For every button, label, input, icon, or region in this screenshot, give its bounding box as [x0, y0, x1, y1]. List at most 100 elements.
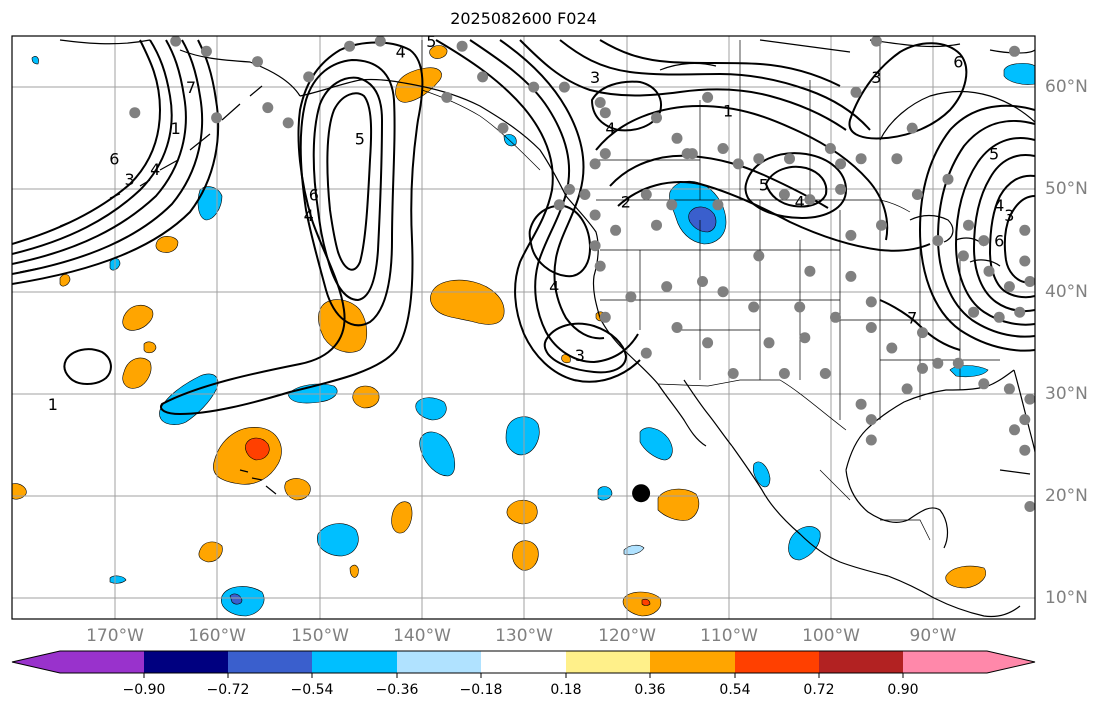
station-dot [671, 132, 683, 144]
shaded-region-pacific-red [245, 437, 270, 461]
station-dot [835, 158, 847, 170]
shaded-region-alaska-orange-2 [429, 45, 448, 59]
station-dot [528, 81, 540, 93]
contour-label: 1 [48, 395, 58, 414]
station-dot [753, 250, 765, 262]
shaded-region-idaho-darkblue [688, 206, 717, 233]
station-dot [727, 368, 739, 379]
station-dot [640, 347, 652, 359]
shaded-region-west-orange-edge [12, 483, 27, 500]
lat-label-10n: 10°N [1045, 588, 1088, 608]
border-mexico-states [819, 469, 931, 541]
station-dot [456, 40, 468, 52]
contour-label: 6 [994, 232, 1004, 251]
map-border [11, 35, 1036, 620]
station-dot [1019, 414, 1031, 426]
colorbar-tick-label: −0.72 [206, 682, 250, 698]
shaded-region-hudson-blue [1003, 63, 1035, 85]
contour-label: 7 [907, 308, 917, 327]
contour-line-west-band-2 [12, 39, 173, 255]
contour-label: 6 [109, 150, 119, 169]
contour-line-west-band-3 [12, 39, 187, 265]
border-alaska-canada [421, 40, 541, 171]
shaded-region-pacific-orange-8 [352, 385, 380, 409]
station-dot [993, 311, 1005, 323]
station-dot [717, 286, 729, 298]
shaded-region-mexico-orange [657, 488, 700, 521]
shaded-region-pacific-orange-12 [512, 540, 539, 571]
shaded-region-pacific-blue-5 [505, 416, 540, 456]
station-dot [589, 240, 601, 252]
contour-line-west-band-4 [12, 39, 204, 275]
contour-line-ridge-2 [469, 39, 639, 364]
station-dot [901, 383, 913, 395]
colorbar-segment [903, 651, 987, 673]
lon-label-90w: 90°W [909, 626, 957, 646]
contour-line-trough-3 [312, 76, 384, 302]
station-dot [850, 86, 862, 98]
station-dot [599, 148, 611, 160]
contour-line-closed-3 [543, 322, 628, 374]
contour-line-west-band-1 [12, 39, 162, 245]
shaded-region-pacific-orange-9 [391, 501, 413, 534]
colorbar-tick-label: −0.18 [459, 682, 503, 698]
station-dot [1009, 45, 1020, 57]
station-dot [865, 434, 877, 446]
station-dot [778, 189, 790, 200]
contour-line-rockies-1 [595, 104, 889, 241]
station-dot [1014, 306, 1026, 318]
contour-label: 4 [150, 160, 160, 179]
station-dot [211, 112, 223, 124]
station-dot [886, 342, 898, 354]
colorbar-extend-right [987, 651, 1035, 673]
station-dot [625, 291, 637, 303]
station-dot [594, 260, 606, 272]
contour-label: 4 [304, 206, 314, 225]
station-dot [799, 332, 811, 344]
station-dot [610, 224, 622, 236]
station-dot [651, 112, 662, 124]
station-dot [763, 337, 775, 349]
station-dot [697, 276, 708, 287]
station-dot [1003, 383, 1015, 395]
station-dot [932, 235, 944, 247]
colorbar-segment [228, 651, 312, 673]
shaded-region-pacific-orange-4 [122, 304, 154, 331]
colorbar-tick-label: 0.90 [887, 682, 919, 698]
contour-line-hudson-closed [848, 42, 968, 140]
contour-label: 2 [621, 193, 631, 212]
shaded-region-small-blue-6 [31, 56, 39, 65]
shaded-region-small-blue-7 [503, 134, 517, 147]
station-dot [824, 143, 836, 154]
shaded-region-pacific-orange-5 [122, 357, 152, 389]
station-dot [911, 189, 923, 200]
station-dot [957, 250, 969, 262]
station-dot [252, 56, 263, 68]
colorbar-tick-label: 0.72 [803, 682, 835, 698]
coastline-hawaii [239, 469, 277, 495]
coastline-mexico-west [731, 445, 1021, 618]
contour-label: 1 [171, 119, 181, 138]
contour-line-east-low-5 [988, 174, 1035, 299]
contour-label: 5 [989, 145, 999, 164]
colorbar-segment [819, 651, 903, 673]
station-dot [1009, 424, 1020, 436]
station-dot [553, 199, 565, 211]
colorbar [11, 650, 1036, 678]
lon-label-140w: 140°W [393, 626, 451, 646]
station-dot [906, 122, 918, 134]
station-dot [477, 71, 489, 83]
contour-line-rockies-2 [609, 154, 829, 209]
shaded-region-pacific-blue-6 [317, 523, 359, 557]
station-dot [855, 398, 867, 410]
lat-label-20n: 20°N [1045, 486, 1088, 506]
coastline-baja [657, 379, 733, 447]
shaded-region-pacific-darkblue-7 [229, 593, 243, 605]
station-dot [804, 194, 816, 206]
contour-line-north-pacific-ridge [435, 39, 641, 383]
contour-line-closed-4b [744, 152, 848, 220]
station-dot [835, 183, 847, 195]
station-dot [564, 183, 575, 195]
contour-label: 5 [355, 129, 365, 148]
